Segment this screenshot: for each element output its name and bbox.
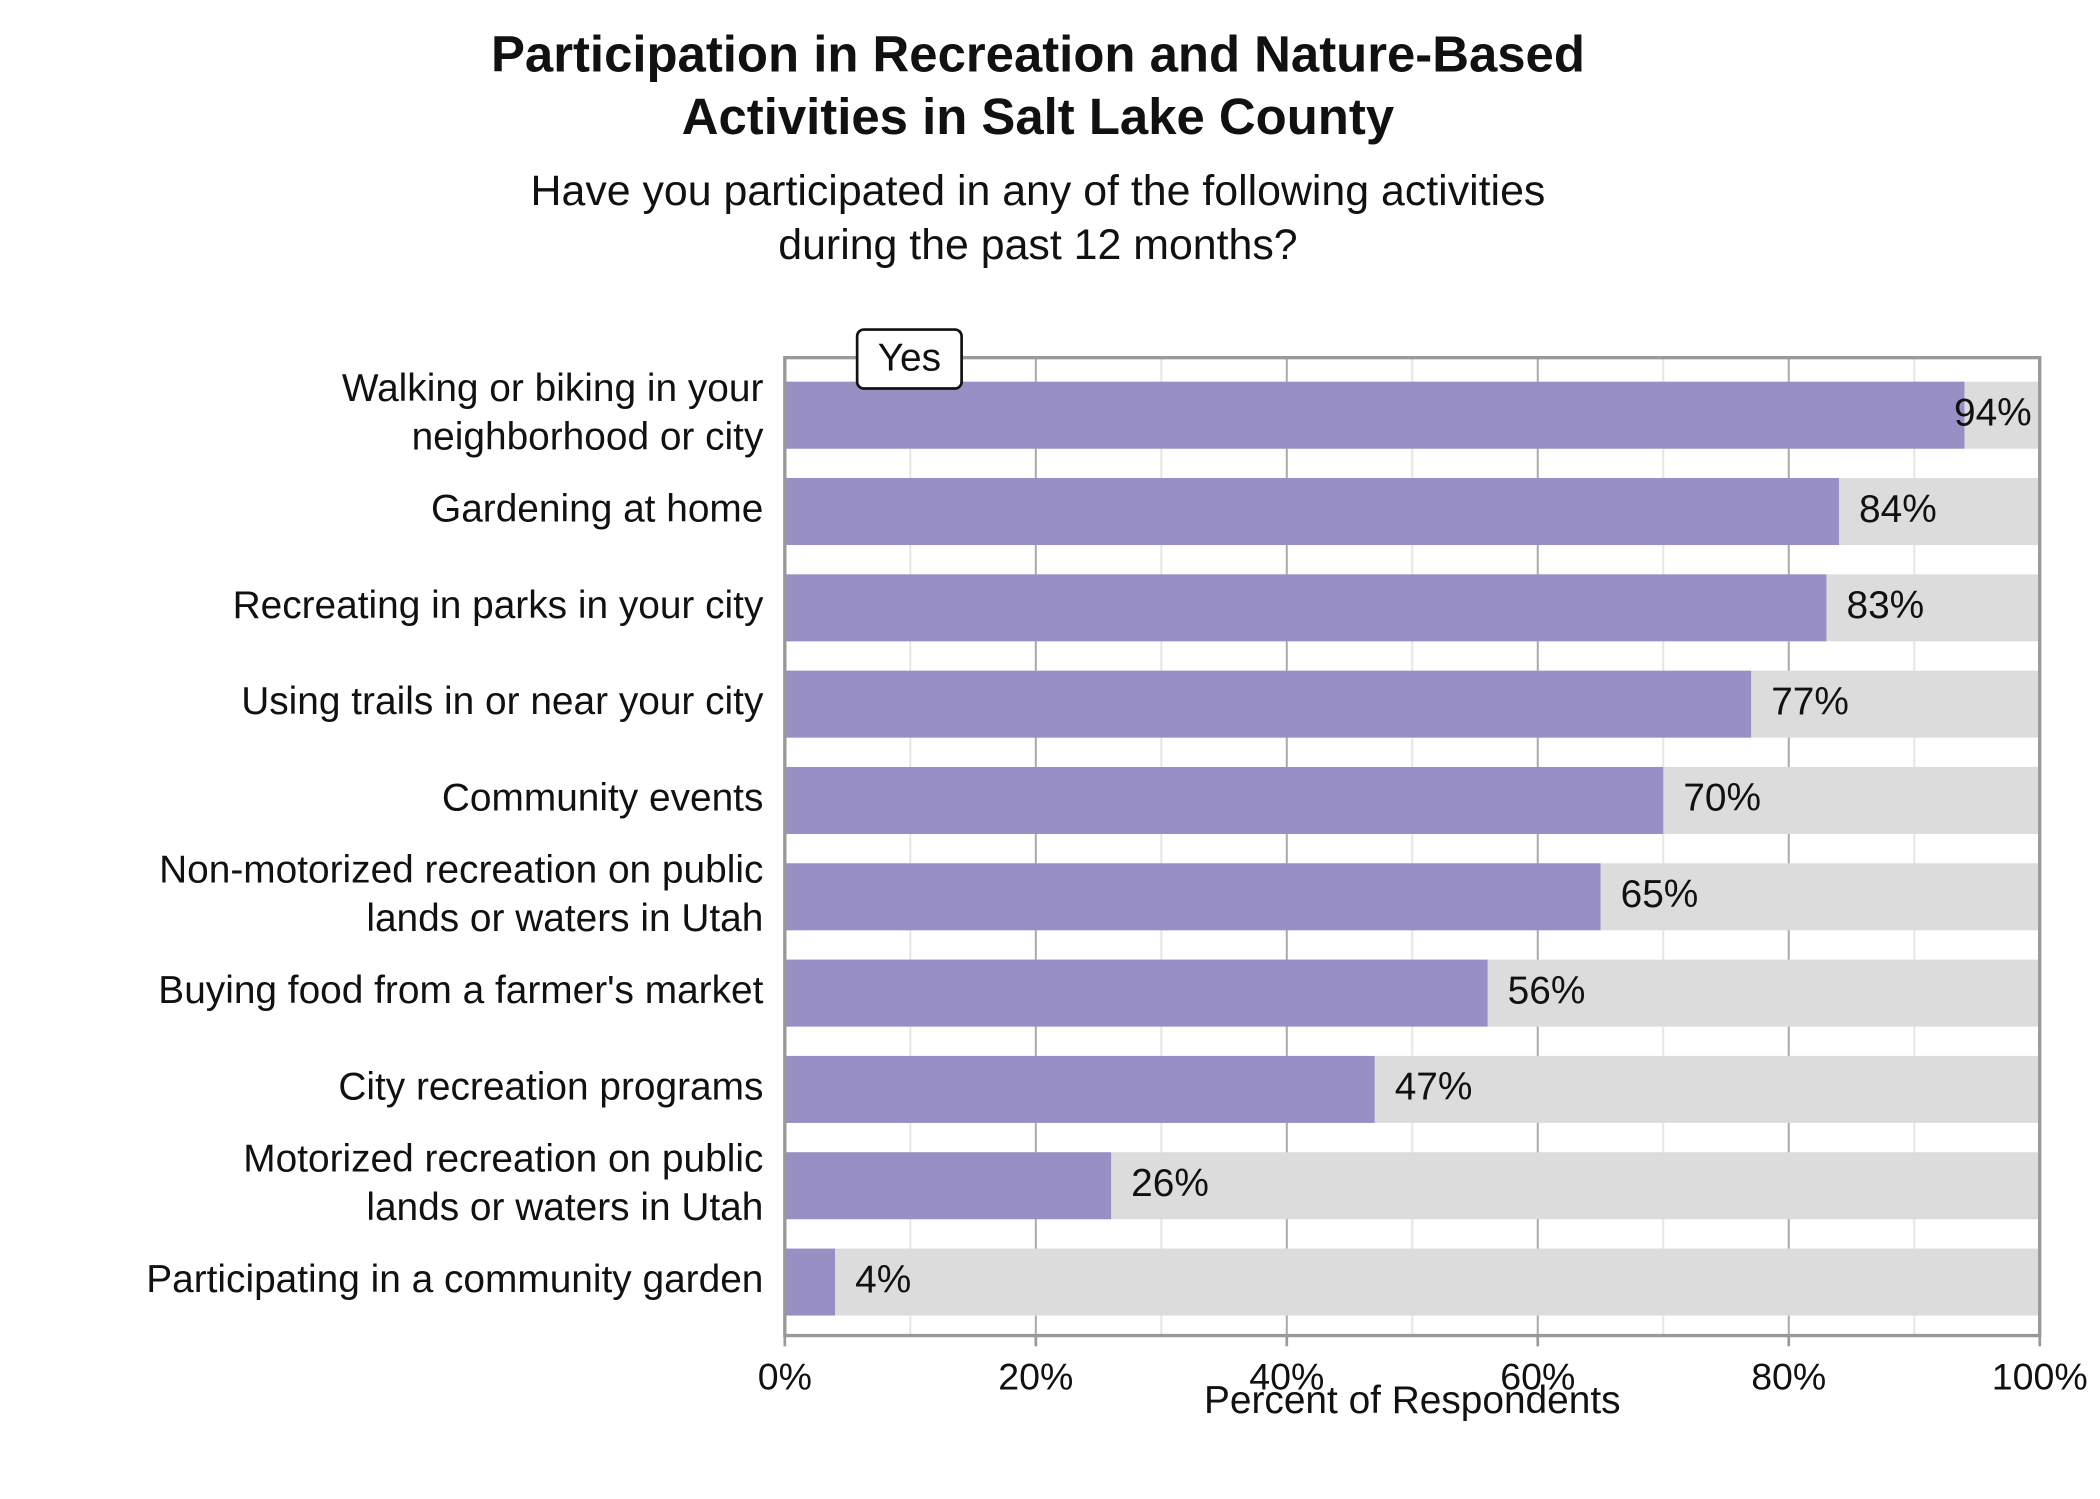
legend-label: Yes <box>878 337 941 380</box>
y-tick-label-line: Participating in a community garden <box>146 1258 763 1301</box>
value-label: 56% <box>1508 969 1586 1012</box>
bar <box>784 766 1664 834</box>
value-label: 26% <box>1131 1162 1209 1205</box>
y-tick-label: Recreating in parks in your city <box>233 584 764 627</box>
x-tick-label: 80% <box>1751 1356 1826 1398</box>
y-tick-label: Community events <box>442 777 763 820</box>
bar <box>784 1152 1112 1220</box>
bar <box>784 574 1827 642</box>
value-label: 70% <box>1683 777 1761 820</box>
y-tick-label-line: Walking or biking in your <box>342 367 764 410</box>
chart-title-line: Activities in Salt Lake County <box>682 89 1395 146</box>
x-tick-label: 100% <box>1992 1356 2088 1398</box>
x-tick-label: 40% <box>1249 1356 1324 1398</box>
y-tick-label-line: Non-motorized recreation on public <box>159 849 763 892</box>
y-tick-label-line: Buying food from a farmer's market <box>158 969 763 1012</box>
chart-subtitle-line: Have you participated in any of the foll… <box>531 168 1546 216</box>
chart-subtitle-line: during the past 12 months? <box>778 221 1297 269</box>
plot-frame <box>783 355 2042 1338</box>
chart-subtitle: Have you participated in any of the foll… <box>531 168 1546 270</box>
value-label: 65% <box>1621 873 1699 916</box>
chart-title-line: Participation in Recreation and Nature-B… <box>491 26 1585 83</box>
value-label: 77% <box>1771 680 1849 723</box>
y-tick-label: Motorized recreation on public lands or w… <box>243 1138 763 1229</box>
bar <box>784 959 1488 1027</box>
y-tick-label-line: lands or waters in Utah <box>366 897 763 940</box>
value-label: 94% <box>1954 391 2032 434</box>
y-tick-label: Walking or biking in your neighborhood or… <box>342 367 764 458</box>
y-tick-label-line: City recreation programs <box>338 1066 763 1109</box>
y-tick-label: Buying food from a farmer's market <box>158 969 763 1012</box>
value-label: 47% <box>1395 1066 1473 1109</box>
y-tick-label-line: Gardening at home <box>431 488 763 531</box>
y-tick-label-line: lands or waters in Utah <box>366 1186 763 1229</box>
bar <box>784 381 1965 449</box>
x-tick-label: 0% <box>758 1356 812 1398</box>
value-label: 84% <box>1859 488 1937 531</box>
y-tick-label: Gardening at home <box>431 488 763 531</box>
x-axis-label: Percent of Respondents <box>1204 1379 1621 1422</box>
y-tick-label: Participating in a community garden <box>146 1258 763 1301</box>
x-tick-label: 60% <box>1500 1356 1575 1398</box>
value-label: 83% <box>1846 584 1924 627</box>
bar <box>784 1248 836 1316</box>
bar <box>784 1055 1375 1123</box>
y-tick-label: Non-motorized recreation on public lands … <box>159 849 763 940</box>
legend-box <box>855 328 963 390</box>
bar-track <box>784 1248 2040 1316</box>
bar <box>784 863 1601 931</box>
y-tick-label-line: Using trails in or near your city <box>241 680 764 723</box>
bar <box>784 478 1839 546</box>
x-tick-label: 20% <box>998 1356 1073 1398</box>
y-tick-label-line: neighborhood or city <box>412 416 764 459</box>
y-tick-label-line: Recreating in parks in your city <box>233 584 764 627</box>
y-tick-label-line: Community events <box>442 777 763 820</box>
bar <box>784 670 1752 738</box>
y-tick-label: City recreation programs <box>338 1066 763 1109</box>
value-label: 4% <box>855 1258 911 1301</box>
y-tick-label: Using trails in or near your city <box>241 680 764 723</box>
chart-title: Participation in Recreation and Nature-B… <box>491 26 1585 146</box>
y-tick-label-line: Motorized recreation on public <box>243 1138 763 1181</box>
